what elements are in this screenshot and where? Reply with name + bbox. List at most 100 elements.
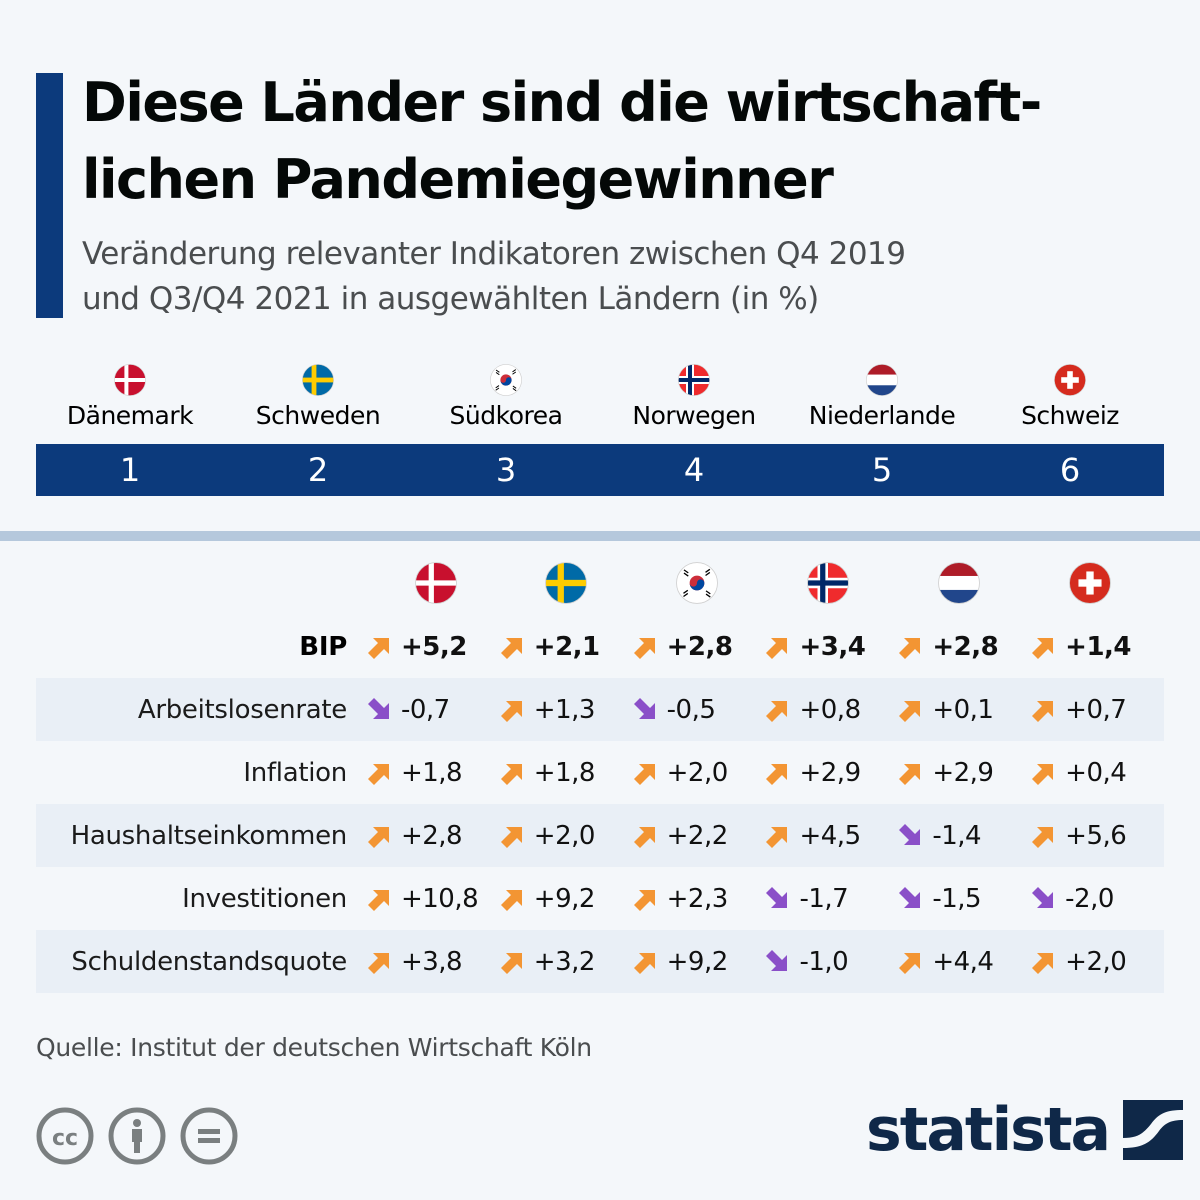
cell-value: +4,4	[932, 946, 994, 977]
cell-value: +1,8	[400, 757, 463, 788]
table-flag-cell	[631, 562, 762, 608]
subtitle-line-1: Veränderung relevanter Indikatoren zwisc…	[82, 236, 906, 272]
norway-flag-icon	[806, 562, 849, 604]
ranking-country: Südkorea	[412, 360, 600, 436]
cell-value: +3,2	[533, 946, 596, 977]
ranking-country: Schweiz	[976, 360, 1164, 436]
arrow-up-right-icon	[367, 952, 389, 974]
arrow-up-right-icon	[633, 889, 655, 911]
subtitle: Veränderung relevanter Indikatoren zwisc…	[82, 232, 1182, 322]
title-line-2: lichen Pandemiegewinner	[82, 148, 834, 211]
table-cell: +2,8	[633, 632, 766, 662]
table-cell: +2,0	[500, 821, 633, 851]
ranking-country: Dänemark	[36, 360, 224, 436]
cell-value: +2,9	[932, 757, 994, 788]
cell-value: -2,0	[1065, 883, 1114, 914]
table-cell: +2,0	[633, 758, 766, 788]
arrow-down-right-icon	[633, 697, 655, 719]
ranking-country: Schweden	[224, 360, 412, 436]
table-cell: +0,1	[898, 695, 1031, 725]
svg-text:cc: cc	[52, 1126, 78, 1151]
ranking-header: Dänemark Schweden Südkorea Norwegen Niederla…	[36, 360, 1164, 496]
arrow-up-right-icon	[766, 637, 788, 659]
no-derivatives-icon[interactable]	[180, 1107, 238, 1165]
arrow-down-right-icon	[899, 886, 921, 908]
cell-value: +2,2	[666, 820, 729, 851]
rank-number: 4	[683, 451, 705, 489]
row-label: Schuldenstandsquote	[71, 946, 347, 977]
row-label: BIP	[299, 631, 347, 662]
cell-value: -0,7	[400, 694, 450, 725]
cell-value: +9,2	[533, 883, 596, 914]
south-korea-flag-icon	[490, 364, 522, 396]
ranking-country-name: Norwegen	[632, 401, 756, 430]
table-cell: +0,4	[1031, 758, 1164, 788]
ranking-country-name: Schweiz	[1021, 401, 1119, 430]
sweden-flag-icon	[302, 364, 334, 396]
table-cell: -1,0	[765, 947, 898, 977]
cell-value: +3,4	[799, 631, 866, 662]
cell-value: +4,5	[799, 820, 861, 851]
arrow-up-right-icon	[633, 952, 655, 974]
arrow-up-right-icon	[633, 763, 655, 785]
arrow-up-right-icon	[899, 700, 921, 722]
cell-value: +1,3	[533, 694, 596, 725]
ranking-countries: Dänemark Schweden Südkorea Norwegen Niederla…	[36, 360, 1164, 436]
table-cell: -1,5	[898, 884, 1031, 914]
cell-value: +2,0	[666, 757, 729, 788]
cell-value: +5,2	[400, 631, 467, 662]
denmark-flag-icon	[114, 364, 146, 396]
table-row: Schuldenstandsquote +3,8 +3,2 +9,2 -1,0 +4,4 +…	[36, 930, 1164, 993]
cell-value: +2,8	[932, 631, 999, 662]
table-cell: +0,7	[1031, 695, 1164, 725]
cell-value: +2,1	[533, 631, 600, 662]
table-flag-cell	[1024, 562, 1155, 608]
arrow-up-right-icon	[367, 889, 389, 911]
ranking-country-name: Südkorea	[449, 401, 563, 430]
cell-value: +1,8	[533, 757, 596, 788]
arrow-up-right-icon	[766, 700, 788, 722]
sweden-flag-icon	[544, 562, 587, 604]
south-korea-flag-icon	[675, 562, 718, 604]
table-cell: +5,2	[367, 632, 500, 662]
table-cell: +3,2	[500, 947, 633, 977]
ranking-country-name: Schweden	[255, 401, 381, 430]
subtitle-line-2: und Q3/Q4 2021 in ausgewählten Ländern (…	[82, 281, 819, 317]
creative-commons-icon[interactable]: cc	[36, 1107, 94, 1165]
ranking-country: Norwegen	[600, 360, 788, 436]
rank-number: 6	[1059, 451, 1081, 489]
table-flag-row	[36, 555, 1164, 615]
rank-number: 2	[307, 451, 329, 489]
rank-number: 3	[495, 451, 517, 489]
cell-value: +0,7	[1065, 694, 1127, 725]
attribution-icon[interactable]	[108, 1107, 166, 1165]
cell-value: +5,6	[1065, 820, 1127, 851]
table-cell: -2,0	[1031, 884, 1164, 914]
table-cell: -1,7	[765, 884, 898, 914]
cell-value: +1,4	[1065, 631, 1132, 662]
ranking-country-name: Dänemark	[66, 401, 194, 430]
table-cell: -1,4	[898, 821, 1031, 851]
cell-value: +2,3	[666, 883, 729, 914]
cell-value: -1,5	[932, 883, 982, 914]
table-flag-cell	[500, 562, 631, 608]
statista-logo[interactable]: statista	[866, 1100, 1184, 1160]
cell-value: +2,8	[400, 820, 463, 851]
rank-number: 5	[871, 451, 893, 489]
switzerland-flag-icon	[1068, 562, 1111, 604]
netherlands-flag-icon	[866, 364, 898, 396]
table-row: Haushaltseinkommen +2,8 +2,0 +2,2 +4,5 -1,4 +5…	[36, 804, 1164, 867]
cell-value: +9,2	[666, 946, 729, 977]
arrow-up-right-icon	[500, 889, 522, 911]
table-body: BIP +5,2 +2,1 +2,8 +3,4 +2,8 +1,4 Arbeitslosenr…	[36, 615, 1164, 993]
arrow-down-right-icon	[766, 949, 788, 971]
cell-value: -1,0	[799, 946, 849, 977]
table-flag-cell	[372, 562, 500, 608]
table-cell: +1,3	[500, 695, 633, 725]
title-accent-bar	[36, 73, 63, 318]
table-cell: +5,6	[1031, 821, 1164, 851]
table-cell: +2,1	[500, 632, 633, 662]
arrow-up-right-icon	[1032, 763, 1054, 785]
cell-value: -0,5	[666, 694, 716, 725]
arrow-up-right-icon	[367, 637, 389, 659]
